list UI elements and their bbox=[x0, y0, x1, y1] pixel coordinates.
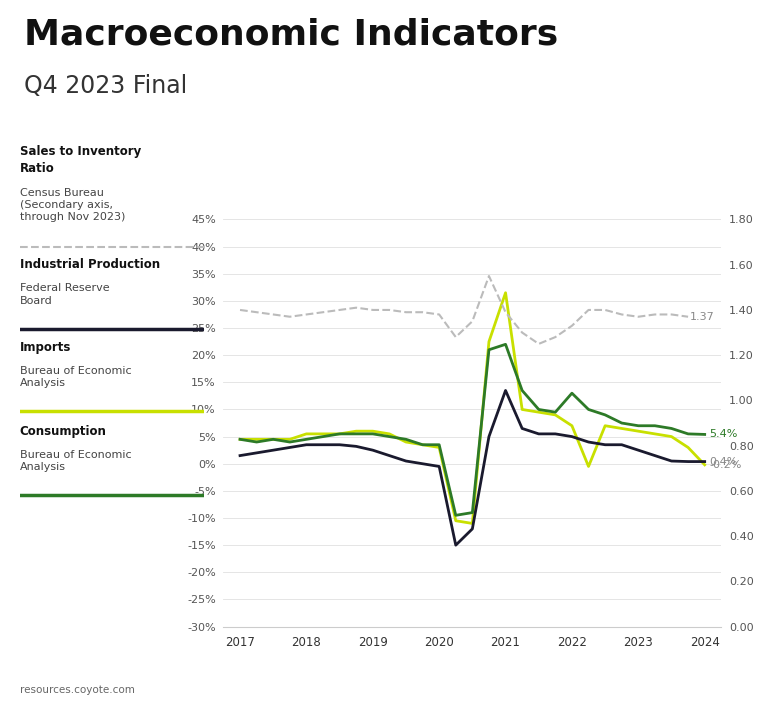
Text: Federal Reserve
Board: Federal Reserve Board bbox=[20, 283, 109, 306]
Text: Industrial Production: Industrial Production bbox=[20, 258, 160, 271]
Text: -0.2%: -0.2% bbox=[710, 459, 742, 470]
Text: Census Bureau
(Secondary axis,
through Nov 2023): Census Bureau (Secondary axis, through N… bbox=[20, 188, 125, 222]
Text: 1.37: 1.37 bbox=[690, 312, 715, 321]
Text: Imports: Imports bbox=[20, 341, 71, 354]
Text: Q4 2023 Final: Q4 2023 Final bbox=[24, 74, 187, 98]
Text: resources.coyote.com: resources.coyote.com bbox=[20, 685, 135, 695]
Text: Sales to Inventory
Ratio: Sales to Inventory Ratio bbox=[20, 145, 141, 175]
Text: Consumption: Consumption bbox=[20, 425, 107, 438]
Text: 0.4%: 0.4% bbox=[710, 457, 738, 467]
Text: 5.4%: 5.4% bbox=[710, 430, 738, 440]
Text: Bureau of Economic
Analysis: Bureau of Economic Analysis bbox=[20, 366, 131, 389]
Text: Macroeconomic Indicators: Macroeconomic Indicators bbox=[24, 18, 557, 52]
Text: Bureau of Economic
Analysis: Bureau of Economic Analysis bbox=[20, 450, 131, 472]
